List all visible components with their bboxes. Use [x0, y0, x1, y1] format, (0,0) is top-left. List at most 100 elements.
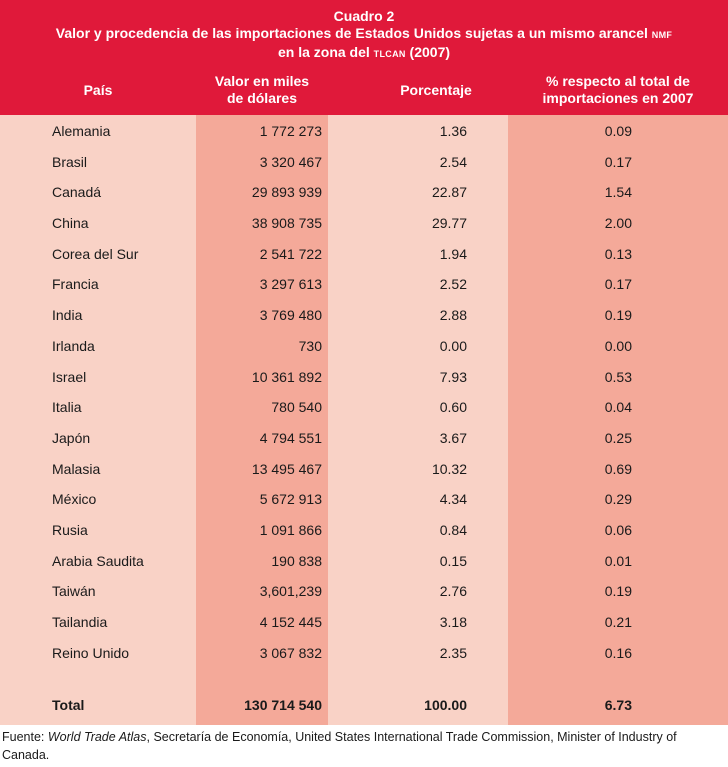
column-header-valor-line2: de dólares — [226, 90, 297, 106]
cell-respecto: 0.09 — [604, 123, 632, 139]
source-footnote: Fuente: World Trade Atlas, Secretaría de… — [2, 728, 724, 764]
cell-valor: 3 320 467 — [259, 153, 322, 170]
table-row: Corea del Sur 2 541 722 1.94 0.13 — [0, 239, 728, 270]
cell-pais: Malasia — [52, 460, 101, 477]
cell-valor: 3 297 613 — [259, 276, 322, 293]
cell-respecto: 0.04 — [604, 399, 632, 416]
cell-respecto: 0.21 — [604, 614, 632, 630]
cell-respecto: 0.19 — [604, 307, 632, 324]
cell-valor: 1 772 273 — [259, 123, 322, 139]
column-bg-respecto — [508, 115, 728, 725]
table-row: Malasia 13 495 467 10.32 0.69 — [0, 454, 728, 485]
table-row: Tailandia 4 152 445 3.18 0.21 — [0, 607, 728, 638]
cell-respecto: 0.17 — [604, 276, 632, 293]
title-line-1: Valor y procedencia de las importaciones… — [0, 25, 728, 44]
cell-respecto: 0.01 — [604, 552, 632, 569]
cell-porcentaje: 2.88 — [439, 307, 467, 324]
cell-porcentaje: 0.00 — [439, 337, 467, 354]
column-header-respecto: % respecto al total de importaciones en … — [508, 70, 728, 110]
cell-respecto: 1.54 — [604, 184, 632, 201]
title-line-1-text: Valor y procedencia de las importaciones… — [55, 25, 652, 41]
cell-respecto: 0.16 — [604, 644, 632, 661]
cell-pais: Italia — [52, 399, 82, 416]
cell-valor: 38 908 735 — [251, 215, 322, 232]
cell-pais: Brasil — [52, 153, 88, 170]
cell-valor: 2 541 722 — [259, 245, 322, 262]
cell-valor: 1 091 866 — [259, 521, 322, 538]
footnote-rest: , Secretaría de Economía, United States … — [2, 730, 677, 762]
cell-respecto: 0.17 — [604, 153, 632, 170]
cell-valor: 3 067 832 — [259, 644, 322, 661]
table-row: Reino Unido 3 067 832 2.35 0.16 — [0, 638, 728, 669]
cell-valor: 29 893 939 — [251, 184, 322, 201]
cell-respecto: 0.00 — [604, 337, 632, 354]
title-line-2-text: en la zona del — [277, 44, 374, 60]
cell-valor: 3,601,239 — [259, 583, 322, 600]
table-row: Canadá 29 893 939 22.87 1.54 — [0, 177, 728, 208]
table-header: Cuadro 2 Valor y procedencia de las impo… — [0, 0, 728, 115]
cell-pais: India — [52, 307, 83, 324]
total-row: Total 130 714 540 100.00 6.73 — [0, 690, 728, 720]
cell-porcentaje: 0.60 — [439, 399, 467, 416]
cell-respecto: 0.19 — [604, 583, 632, 600]
table-row: China 38 908 735 29.77 2.00 — [0, 208, 728, 239]
cell-porcentaje: 4.34 — [439, 491, 467, 508]
table-row: México 5 672 913 4.34 0.29 — [0, 484, 728, 515]
cell-porcentaje: 22.87 — [431, 184, 467, 201]
cell-porcentaje: 0.84 — [439, 521, 467, 538]
cell-pais: Israel — [52, 368, 87, 385]
cell-valor: 780 540 — [271, 399, 322, 416]
table-row: Taiwán 3,601,239 2.76 0.19 — [0, 576, 728, 607]
total-valor: 130 714 540 — [244, 697, 322, 713]
total-respecto: 6.73 — [604, 697, 632, 713]
table-row: Francia 3 297 613 2.52 0.17 — [0, 269, 728, 300]
cell-valor: 4 794 551 — [259, 429, 322, 446]
cell-pais: Irlanda — [52, 337, 95, 354]
cell-porcentaje: 1.36 — [439, 123, 467, 139]
cell-valor: 5 672 913 — [259, 491, 322, 508]
cell-porcentaje: 3.18 — [439, 614, 467, 630]
table-row: Rusia 1 091 866 0.84 0.06 — [0, 515, 728, 546]
column-header-respecto-line2: importaciones en 2007 — [542, 90, 694, 106]
cell-pais: México — [52, 491, 97, 508]
cell-pais: Rusia — [52, 521, 88, 538]
cell-pais: China — [52, 215, 89, 232]
cell-porcentaje: 1.94 — [439, 245, 467, 262]
cell-pais: Reino Unido — [52, 644, 130, 661]
cell-valor: 4 152 445 — [259, 614, 322, 630]
cuadro-label: Cuadro 2 — [333, 8, 395, 24]
cell-respecto: 0.29 — [604, 491, 632, 508]
table-row: Israel 10 361 892 7.93 0.53 — [0, 362, 728, 393]
cell-pais: Canadá — [52, 184, 102, 201]
table-row: Brasil 3 320 467 2.54 0.17 — [0, 147, 728, 178]
cell-porcentaje: 2.54 — [439, 153, 467, 170]
table-row: Irlanda 730 0.00 0.00 — [0, 331, 728, 362]
table-body: Alemania 1 772 273 1.36 0.09 Brasil 3 32… — [0, 116, 728, 668]
cell-porcentaje: 2.52 — [439, 276, 467, 293]
column-header-respecto-line1: % respecto al total de — [546, 73, 690, 89]
cell-valor: 13 495 467 — [251, 460, 322, 477]
table-title: Cuadro 2 Valor y procedencia de las impo… — [0, 8, 728, 63]
column-bg-valor — [196, 115, 328, 725]
column-header-valor-line1: Valor en miles — [214, 73, 310, 89]
table-row: Arabia Saudita 190 838 0.15 0.01 — [0, 546, 728, 577]
table-row: Japón 4 794 551 3.67 0.25 — [0, 423, 728, 454]
cell-porcentaje: 0.15 — [439, 552, 467, 569]
column-bg-pais — [0, 115, 196, 725]
cell-valor: 10 361 892 — [251, 368, 322, 385]
cell-pais: Japón — [52, 429, 91, 446]
cell-pais: Francia — [52, 276, 99, 293]
title-line-2-year: (2007) — [405, 44, 451, 60]
cell-respecto: 0.69 — [604, 460, 632, 477]
cell-pais: Arabia Saudita — [52, 552, 144, 569]
cell-porcentaje: 10.32 — [431, 460, 467, 477]
footnote-prefix: Fuente: — [2, 730, 48, 744]
column-bg-porcentaje — [328, 115, 508, 725]
total-porcentaje: 100.00 — [424, 697, 467, 713]
cell-valor: 3 769 480 — [259, 307, 322, 324]
title-line-2: en la zona del TLCAN (2007) — [0, 44, 728, 63]
cell-porcentaje: 2.76 — [439, 583, 467, 600]
cell-pais: Alemania — [52, 123, 111, 139]
footnote-source-italic: World Trade Atlas — [47, 730, 147, 744]
